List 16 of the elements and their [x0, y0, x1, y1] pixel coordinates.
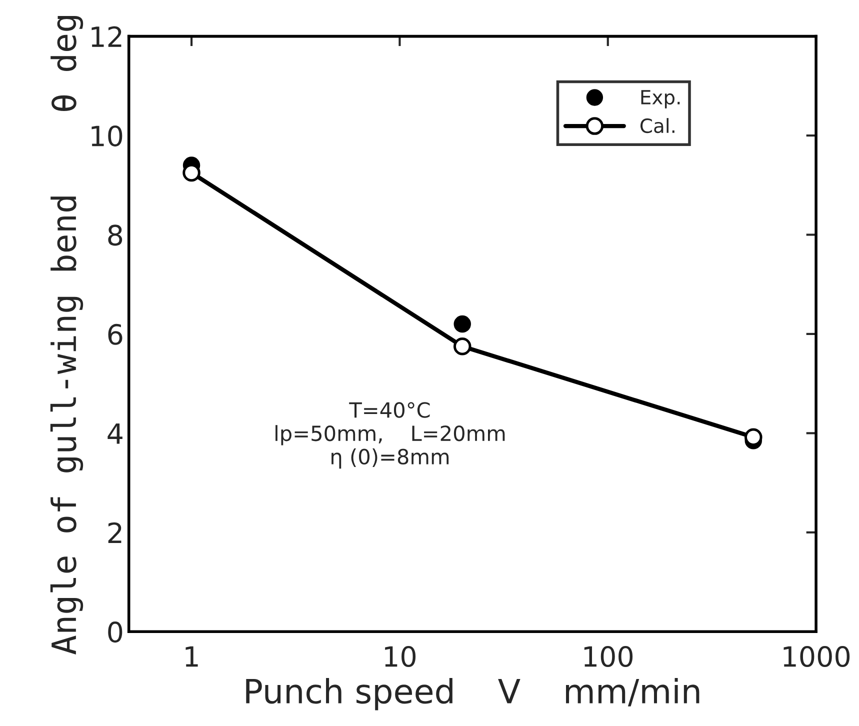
legend-label: Exp. — [641, 90, 680, 108]
y-axis-title: Angle of gull-wing bend θ deg — [50, 16, 84, 654]
y-tick-label: 6 — [108, 324, 122, 345]
y-tick-label: 10 — [92, 125, 122, 146]
annotation: T=40°C lp=50mm, L=20mm η (0)=8mm — [276, 402, 505, 469]
y-tick-label: 8 — [108, 224, 122, 246]
x-tick-label: 1 — [186, 646, 198, 667]
x-axis-title: Punch speed V mm/min — [246, 678, 700, 710]
y-tick-label: 2 — [108, 522, 122, 543]
y-tick-label: 0 — [108, 622, 122, 643]
x-tick-label: 1000 — [784, 646, 850, 668]
y-tick-label: 4 — [108, 423, 122, 444]
x-tick-label: 100 — [584, 646, 633, 668]
x-tick-label: 10 — [385, 646, 416, 668]
legend-label: Cal. — [640, 118, 674, 134]
y-tick-label: 12 — [92, 26, 122, 47]
